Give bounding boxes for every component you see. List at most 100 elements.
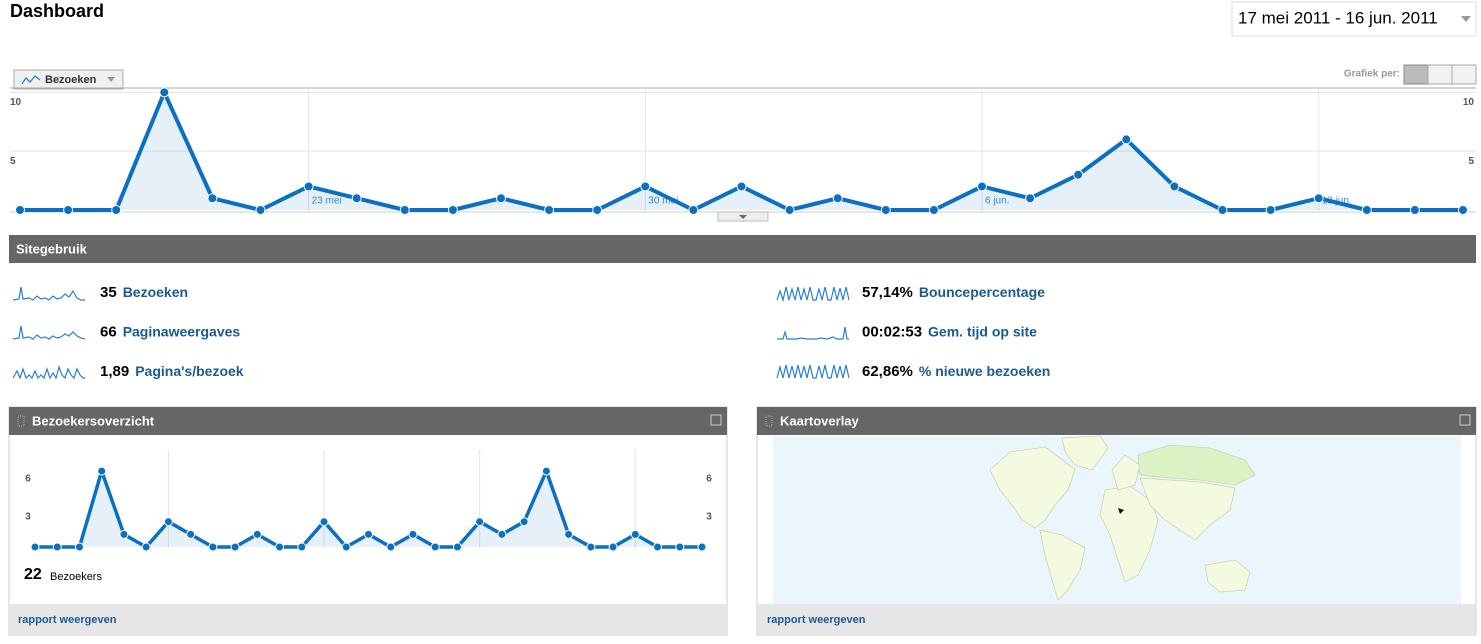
continent xyxy=(1204,559,1251,593)
tab-arrow[interactable] xyxy=(107,77,115,82)
point xyxy=(399,205,410,215)
close-button[interactable] xyxy=(1459,414,1471,426)
point xyxy=(497,529,507,539)
date-range[interactable]: 17 mei 2011 - 16 jun. 2011 xyxy=(1238,8,1438,27)
point xyxy=(207,193,218,204)
view-week[interactable] xyxy=(1427,64,1453,85)
visitor-total: 22 xyxy=(24,566,42,583)
point xyxy=(63,205,74,215)
y-tick-label-right: 6 xyxy=(706,474,712,485)
y-tick-label: 5 xyxy=(10,156,16,167)
report-link[interactable]: rapport weergeven xyxy=(767,614,866,626)
metric-tab[interactable]: Bezoeken xyxy=(13,69,124,90)
continent xyxy=(1099,485,1159,583)
view-month[interactable] xyxy=(1451,64,1477,85)
point xyxy=(452,542,462,552)
point xyxy=(52,542,62,552)
point xyxy=(608,542,618,552)
point xyxy=(275,542,285,552)
point xyxy=(255,205,266,215)
grip[interactable] xyxy=(765,415,773,427)
metric-value: 00:02:53 xyxy=(862,323,922,340)
point xyxy=(586,542,596,552)
tab[interactable] xyxy=(13,69,124,90)
continent xyxy=(1111,454,1141,491)
metric-label: Bezoeken xyxy=(123,284,188,300)
point xyxy=(1217,205,1228,215)
sparkline xyxy=(776,364,850,379)
point xyxy=(977,181,987,192)
continent xyxy=(1139,477,1236,541)
point xyxy=(319,517,329,527)
point xyxy=(688,205,699,215)
sparkline xyxy=(12,365,85,380)
point xyxy=(541,466,551,476)
date-box[interactable] xyxy=(1231,1,1477,37)
y-tick-label: 3 xyxy=(25,512,31,523)
x-tick-label: 23 mei xyxy=(312,196,342,207)
point xyxy=(30,542,40,552)
continent xyxy=(1137,444,1256,486)
x-tick-label: 6 jun. xyxy=(985,196,1009,207)
point xyxy=(163,517,173,527)
close-button[interactable] xyxy=(710,414,722,426)
point xyxy=(880,205,891,215)
point xyxy=(303,181,314,192)
tab-icon xyxy=(21,75,41,85)
metric-label: % nieuwe bezoeken xyxy=(919,363,1050,379)
metric-label: Gem. tijd op site xyxy=(928,323,1037,339)
date-picker[interactable]: 17 mei 2011 - 16 jun. 2011 xyxy=(1231,1,1477,37)
grip[interactable] xyxy=(17,415,25,427)
point xyxy=(230,542,240,552)
metric-value: 35 xyxy=(100,284,117,301)
page-title: Dashboard xyxy=(10,1,104,21)
y-tick-label-right: 10 xyxy=(1463,97,1475,108)
report-link[interactable]: rapport weergeven xyxy=(18,614,117,626)
metric-value: 57,14% xyxy=(862,284,913,301)
sparkline xyxy=(12,286,85,301)
view-day[interactable] xyxy=(1403,64,1429,85)
point xyxy=(364,529,373,539)
widget-header xyxy=(757,407,1476,435)
metric: 62,86% % nieuwe bezoeken xyxy=(862,363,1050,380)
world-map xyxy=(773,435,1461,604)
section-header xyxy=(9,235,1476,263)
tab-label[interactable]: Bezoeken xyxy=(45,74,97,86)
point xyxy=(97,466,107,476)
highlighted-country xyxy=(1118,508,1124,514)
point xyxy=(341,542,351,552)
dropdown-arrow[interactable] xyxy=(1461,16,1471,22)
continent xyxy=(1039,529,1086,601)
point xyxy=(408,529,418,539)
metric-label: Paginaweergaves xyxy=(123,323,241,339)
point xyxy=(697,542,707,552)
point xyxy=(252,529,262,539)
point xyxy=(186,529,196,539)
point xyxy=(297,542,307,552)
point xyxy=(544,205,555,215)
sparkline xyxy=(777,326,849,340)
point xyxy=(653,542,663,552)
expand-arrow[interactable] xyxy=(739,215,747,219)
sparklines xyxy=(12,286,850,380)
metric: 00:02:53 Gem. tijd op site xyxy=(862,323,1037,340)
section-title: Sitegebruik xyxy=(16,241,88,256)
y-tick-label: 10 xyxy=(10,97,22,108)
point xyxy=(208,542,218,552)
widget-footer xyxy=(758,604,1475,634)
point xyxy=(1169,181,1180,192)
point xyxy=(1073,169,1084,180)
metric-value: 66 xyxy=(100,323,117,340)
point xyxy=(630,529,640,539)
metric-label: Bouncepercentage xyxy=(919,284,1045,300)
area xyxy=(20,92,1463,210)
sparkline xyxy=(776,286,850,303)
metric: 57,14% Bouncepercentage xyxy=(862,284,1045,301)
y-tick-label-right: 5 xyxy=(1468,156,1474,167)
point xyxy=(430,542,440,552)
area xyxy=(35,471,702,547)
widget-frame xyxy=(8,406,728,636)
continent xyxy=(989,446,1076,529)
point xyxy=(736,181,747,192)
